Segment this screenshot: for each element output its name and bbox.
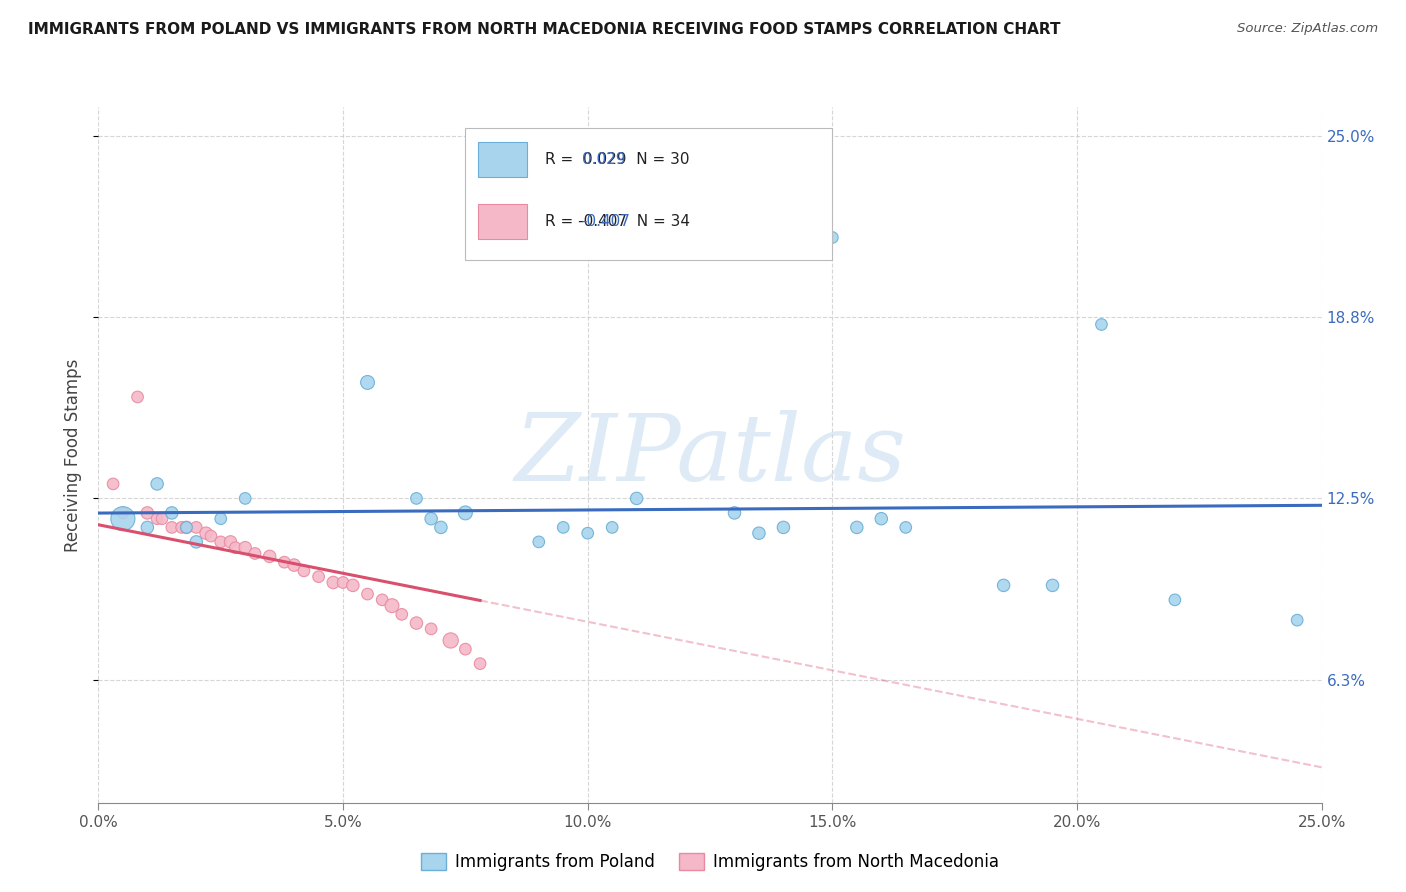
FancyBboxPatch shape: [465, 128, 832, 260]
Point: [381, 599, 404, 613]
Point: [553, 520, 575, 534]
Point: [283, 558, 305, 573]
Point: [870, 512, 893, 526]
Point: [454, 642, 477, 657]
Point: [209, 535, 232, 549]
Point: [322, 575, 344, 590]
Text: R = -0.407  N = 34: R = -0.407 N = 34: [546, 214, 690, 229]
Bar: [478, 142, 526, 177]
Point: [195, 526, 218, 541]
Point: [405, 491, 427, 506]
Point: [160, 520, 183, 534]
Point: [1090, 318, 1112, 332]
Point: [111, 506, 134, 520]
Point: [894, 520, 917, 534]
Point: [356, 376, 378, 390]
Point: [1164, 592, 1187, 607]
Point: [127, 390, 149, 404]
Point: [170, 520, 193, 534]
Point: [723, 506, 745, 520]
Point: [150, 512, 173, 526]
Point: [292, 564, 315, 578]
Point: [273, 555, 295, 569]
Point: [136, 506, 159, 520]
Point: [219, 535, 242, 549]
Legend: Immigrants from Poland, Immigrants from North Macedonia: Immigrants from Poland, Immigrants from …: [415, 847, 1005, 878]
Point: [420, 512, 443, 526]
Point: [342, 578, 364, 592]
Point: [430, 520, 453, 534]
Point: [146, 512, 169, 526]
Point: [332, 575, 354, 590]
Point: [1042, 578, 1064, 592]
Point: [209, 512, 232, 526]
Text: ZIPatlas: ZIPatlas: [515, 410, 905, 500]
Point: [136, 520, 159, 534]
Point: [527, 535, 550, 549]
Point: [821, 230, 844, 244]
Point: [772, 520, 794, 534]
Point: [1286, 613, 1309, 627]
Point: [626, 491, 648, 506]
Point: [308, 570, 330, 584]
Point: [576, 526, 599, 541]
Y-axis label: Receiving Food Stamps: Receiving Food Stamps: [65, 359, 83, 551]
Point: [224, 541, 246, 555]
Point: [391, 607, 413, 622]
Point: [600, 520, 623, 534]
Text: 0.029: 0.029: [582, 152, 626, 167]
Point: [101, 476, 124, 491]
Point: [420, 622, 443, 636]
Point: [176, 520, 198, 534]
Point: [111, 512, 134, 526]
Point: [405, 615, 427, 630]
Point: [176, 520, 198, 534]
Point: [200, 529, 222, 543]
Point: [243, 546, 266, 561]
Point: [845, 520, 868, 534]
Text: -0.407: -0.407: [582, 214, 630, 229]
Point: [186, 520, 208, 534]
Point: [440, 633, 463, 648]
Point: [160, 506, 183, 520]
Point: [233, 541, 256, 555]
Point: [356, 587, 378, 601]
Point: [468, 657, 491, 671]
Point: [186, 535, 208, 549]
Point: [146, 476, 169, 491]
Bar: [478, 204, 526, 239]
Point: [371, 592, 394, 607]
Point: [259, 549, 281, 564]
Text: IMMIGRANTS FROM POLAND VS IMMIGRANTS FROM NORTH MACEDONIA RECEIVING FOOD STAMPS : IMMIGRANTS FROM POLAND VS IMMIGRANTS FRO…: [28, 22, 1060, 37]
Point: [993, 578, 1015, 592]
Text: Source: ZipAtlas.com: Source: ZipAtlas.com: [1237, 22, 1378, 36]
Point: [233, 491, 256, 506]
Point: [748, 526, 770, 541]
Text: R =  0.029  N = 30: R = 0.029 N = 30: [546, 152, 689, 167]
Point: [454, 506, 477, 520]
